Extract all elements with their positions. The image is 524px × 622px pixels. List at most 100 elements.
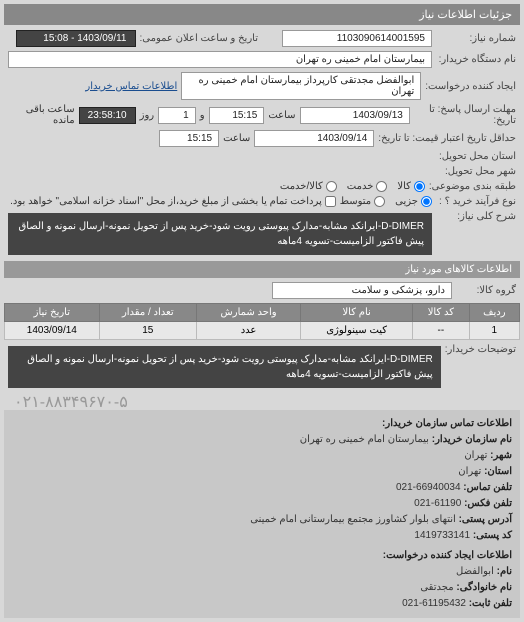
buyer-desc-block: D-DIMER-ایرانکد مشابه-مدارک پیوستی رویت … (8, 346, 441, 388)
field-deadline-time: 15:15 (209, 107, 265, 124)
label-device-name: نام دستگاه خریدار: (436, 54, 516, 65)
radio-khedmat[interactable] (376, 181, 387, 192)
label-process-type: نوع فرآیند خرید ؟ : (436, 196, 516, 207)
line-address: آدرس پستی: انتهای بلوار کشاورز مجتمع بیم… (12, 512, 512, 528)
goods-section-title: اطلاعات کالاهای مورد نیاز (405, 264, 512, 275)
line-org-name: نام سازمان خریدار: بیمارستان امام خمینی … (12, 432, 512, 448)
radio-motavaset[interactable] (374, 196, 385, 207)
label-price-validity: حداقل تاریخ اعتبار قیمت: تا تاریخ: (378, 133, 516, 144)
main-container: جزئیات اطلاعات نیاز شماره نیاز: 11030906… (0, 0, 524, 622)
th-code: کد کالا (413, 304, 470, 322)
label-phone: تلفن تماس: (463, 482, 512, 493)
td-date: 1403/09/14 (5, 322, 100, 340)
row-goods-group: گروه کالا: دارو، پزشکی و سلامت (4, 280, 520, 301)
radio-item-jozei[interactable]: جزیی (395, 196, 432, 207)
label-postal: کد پستی: (473, 530, 512, 541)
label-address: آدرس پستی: (459, 514, 512, 525)
check-label-asnad: پرداخت تمام یا بخشی از مبلغ خرید،از محل … (10, 196, 322, 207)
label-deadline: مهلت ارسال پاسخ: تا تاریخ: (414, 104, 516, 126)
label-buyer-desc: توضیحات خریدار: (445, 344, 516, 355)
line-creator-family: نام خانوادگی: مجدتقی (12, 580, 512, 596)
label-general-desc: شرح کلی نیاز: (436, 211, 516, 222)
value-phone: 66940034-021 (396, 482, 461, 493)
link-contact-buyer[interactable]: اطلاعات تماس خریدار (85, 81, 177, 92)
th-date: تاریخ نیاز (5, 304, 100, 322)
label-delivery-province: استان محل تحویل: (436, 151, 516, 162)
label-category: طبقه بندی موضوعی: (429, 181, 516, 192)
creator-section-title: اطلاعات ایجاد کننده درخواست: (12, 548, 512, 564)
label-announce: تاریخ و ساعت اعلان عمومی: (140, 33, 259, 44)
row-deadline: مهلت ارسال پاسخ: تا تاریخ: 1403/09/13 سا… (4, 102, 520, 128)
row-general-desc: شرح کلی نیاز: D-DIMER-ایرانکد مشابه-مدار… (4, 209, 520, 259)
radio-label-khedmat: خدمت (347, 181, 374, 192)
label-creator: ایجاد کننده درخواست: (425, 81, 516, 92)
field-deadline-remain: 23:58:10 (79, 107, 136, 124)
radio-label-jozei: جزیی (395, 196, 418, 207)
th-qty: تعداد / مقدار (99, 304, 196, 322)
label-remain: ساعت باقی مانده (8, 104, 75, 126)
radio-item-khedmat[interactable]: خدمت (347, 181, 388, 192)
value-city: تهران (464, 450, 487, 461)
value-creator-family: مجدتقی (420, 582, 453, 593)
contact-section-title: اطلاعات تماس سازمان خریدار: (12, 416, 512, 432)
field-price-time: 15:15 (159, 130, 219, 147)
th-name: نام کالا (301, 304, 413, 322)
field-announce: 1403/09/11 - 15:08 (16, 30, 136, 47)
contact-info-block: اطلاعات تماس سازمان خریدار: نام سازمان خ… (4, 410, 520, 618)
td-unit: عدد (196, 322, 300, 340)
th-unit: واحد شمارش (196, 304, 300, 322)
page-header: جزئیات اطلاعات نیاز (4, 4, 520, 25)
label-need-number: شماره نیاز: (436, 33, 516, 44)
label-price-time: ساعت (223, 133, 250, 144)
label-fax: تلفن فکس: (464, 498, 512, 509)
row-price-validity: حداقل تاریخ اعتبار قیمت: تا تاریخ: 1403/… (4, 128, 520, 149)
label-creator-section: اطلاعات ایجاد کننده درخواست: (383, 550, 512, 561)
td-qty: 15 (99, 322, 196, 340)
check-asnad[interactable] (325, 196, 336, 207)
value-creator-name: ابوالفضل (456, 566, 494, 577)
value-fax: 61190-021 (414, 498, 461, 509)
label-deadline-time: ساعت (268, 110, 295, 121)
th-row: ردیف (469, 304, 519, 322)
row-delivery-city: شهر محل تحویل: (4, 164, 520, 179)
value-creator-phone: 61195432-021 (402, 598, 466, 609)
radio-label-kala: کالا (397, 181, 411, 192)
td-code: -- (413, 322, 470, 340)
radio-label-motavaset: متوسط (340, 196, 371, 207)
general-desc-block: D-DIMER-ایرانکد مشابه-مدارک پیوستی رویت … (8, 213, 432, 255)
row-device-name: نام دستگاه خریدار: بیمارستان امام خمینی … (4, 49, 520, 70)
goods-section-header: اطلاعات کالاهای مورد نیاز (4, 261, 520, 278)
field-device-name: بیمارستان امام خمینی ره تهران (8, 51, 432, 68)
radio-item-kala[interactable]: کالا (397, 181, 425, 192)
process-radio-group: جزیی متوسط (340, 196, 432, 207)
label-goods-group: گروه کالا: (456, 285, 516, 296)
label-city: شهر: (490, 450, 512, 461)
goods-table: ردیف کد کالا نام کالا واحد شمارش تعداد /… (4, 303, 520, 340)
radio-jozei[interactable] (421, 196, 432, 207)
value-address: انتهای بلوار کشاورز مجتمع بیمارستانی اما… (250, 514, 455, 525)
radio-kala[interactable] (414, 181, 425, 192)
line-postal: کد پستی: 1419733141 (12, 528, 512, 544)
row-process-type: نوع فرآیند خرید ؟ : جزیی متوسط پرداخت تم… (4, 194, 520, 209)
label-day-and: و (200, 110, 205, 121)
radio-item-motavaset[interactable]: متوسط (340, 196, 385, 207)
td-name: کیت سینولوژی (301, 322, 413, 340)
watermark-phone: ۰۲۱-۸۸۳۴۹۶۷۰-۵ (14, 392, 128, 412)
line-phone: تلفن تماس: 66940034-021 (12, 480, 512, 496)
radio-both[interactable] (326, 181, 337, 192)
td-row: 1 (469, 322, 519, 340)
row-delivery-province: استان محل تحویل: (4, 149, 520, 164)
line-creator-phone: تلفن ثابت: 61195432-021 (12, 596, 512, 612)
line-creator-name: نام: ابوالفضل (12, 564, 512, 580)
field-creator: ابوالفضل مجدتقی کارپرداز بیمارستان امام … (181, 72, 421, 100)
check-item-asnad[interactable]: پرداخت تمام یا بخشی از مبلغ خرید،از محل … (10, 196, 336, 207)
label-creator-family: نام خانوادگی: (456, 582, 512, 593)
table-row: 1 -- کیت سینولوژی عدد 15 1403/09/14 (5, 322, 520, 340)
field-price-date: 1403/09/14 (254, 130, 374, 147)
radio-item-both[interactable]: کالا/خدمت (280, 181, 337, 192)
field-deadline-days: 1 (158, 107, 196, 124)
row-category: طبقه بندی موضوعی: کالا خدمت کالا/خدمت (4, 179, 520, 194)
field-need-number: 1103090614001595 (282, 30, 432, 47)
category-radio-group: کالا خدمت کالا/خدمت (280, 181, 425, 192)
field-goods-group: دارو، پزشکی و سلامت (272, 282, 452, 299)
